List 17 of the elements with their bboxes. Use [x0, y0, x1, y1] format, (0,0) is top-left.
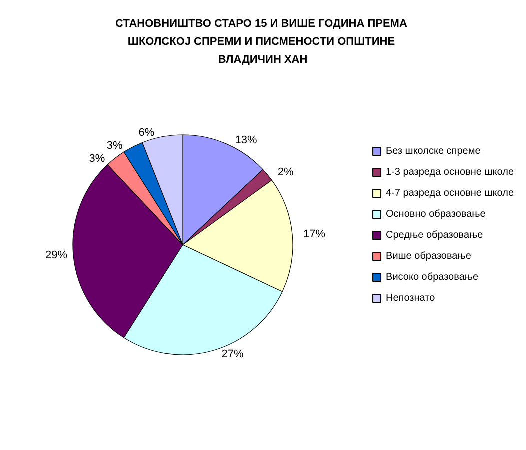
data-label: 17%	[303, 228, 326, 240]
legend-label: Непознато	[386, 293, 436, 304]
data-label: 13%	[235, 134, 258, 146]
legend-label: Високо образовање	[386, 272, 480, 283]
data-label: 6%	[138, 127, 155, 140]
data-label: 29%	[45, 250, 68, 262]
legend-label: Без школске спреме	[386, 146, 482, 157]
legend-label: 1-3 разреда основне школе	[386, 167, 514, 178]
chart-title: СТАНОВНИШТВО СТАРО 15 И ВИШЕ ГОДИНА ПРЕМА ШКОЛСКОЈ СПРЕМИ И ПИСМЕНОСТИ ОПШТИНЕ ВЛАДИЧИН ХАН	[116, 18, 410, 66]
legend-label: Средње образовање	[386, 230, 484, 241]
legend-label: Основно образовање	[386, 209, 486, 220]
legend-label: 4-7 разреда основне школе	[386, 188, 514, 199]
data-label: 2%	[278, 166, 294, 178]
legend-label: Више образовање	[386, 251, 472, 262]
data-label: 3%	[89, 153, 106, 166]
data-label: 27%	[222, 348, 244, 360]
data-label: 3%	[106, 140, 124, 152]
